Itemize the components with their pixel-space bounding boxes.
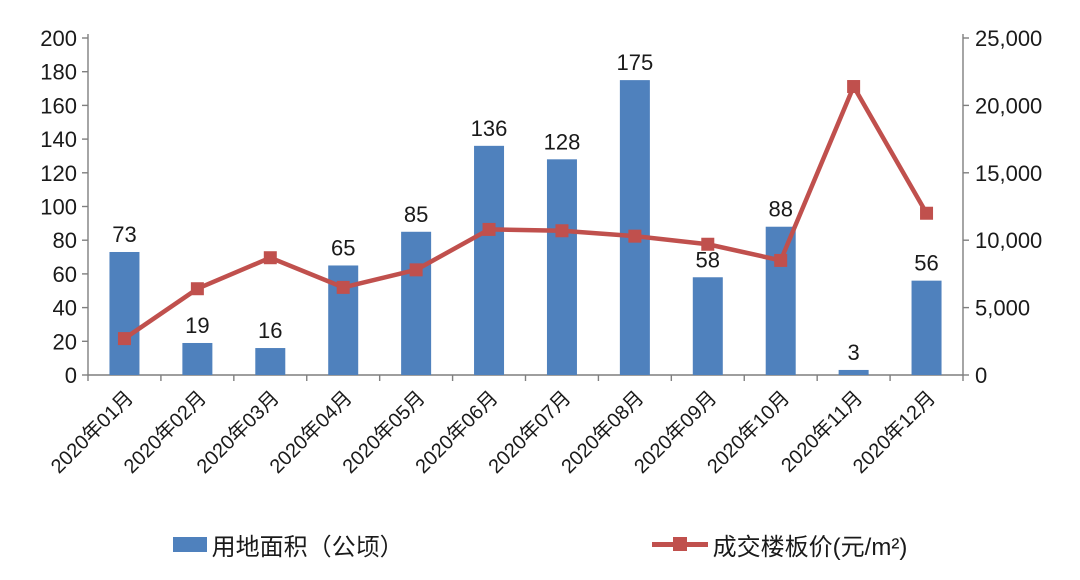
- line-marker-2020年08月: [628, 229, 642, 243]
- line-marker-2020年06月: [482, 222, 496, 236]
- price-line: [122, 84, 929, 341]
- bar-2020年06月: [474, 145, 505, 375]
- left-axis-tick-label: 120: [40, 161, 77, 186]
- bar-2020年07月: [546, 159, 577, 375]
- bar-2020年01月: [109, 251, 140, 375]
- right-axis-tick-label: 25,000: [975, 26, 1042, 51]
- legend-item-price: 成交楼板价(元/m²): [651, 527, 908, 562]
- line-marker-2020年09月: [701, 237, 715, 251]
- bar-data-label: 175: [617, 50, 654, 75]
- left-axis-tick-label: 60: [53, 262, 77, 287]
- bar-data-label: 3: [848, 340, 860, 365]
- left-axis-tick-label: 140: [40, 127, 77, 152]
- right-axis-tick-label: 5,000: [975, 296, 1030, 321]
- bar-2020年08月: [619, 80, 650, 375]
- line-marker-2020年04月: [336, 280, 350, 294]
- bar-data-label: 85: [404, 202, 428, 227]
- line-marker-2020年10月: [774, 253, 788, 267]
- bar-2020年10月: [765, 226, 796, 375]
- bar-series-swatch: [172, 536, 207, 552]
- line-marker-2020年12月: [920, 206, 934, 220]
- right-axis-tick-label: 20,000: [975, 93, 1042, 118]
- bar-2020年11月: [838, 369, 869, 375]
- bar-data-label: 88: [768, 197, 792, 222]
- bar-data-label: 16: [258, 318, 282, 343]
- bar-data-label: 73: [112, 222, 136, 247]
- left-axis-tick-label: 40: [53, 296, 77, 321]
- right-axis-tick-label: 0: [975, 363, 987, 388]
- bar-data-label: 19: [185, 313, 209, 338]
- line-marker-2020年11月: [847, 80, 861, 94]
- line-marker-2020年07月: [555, 224, 569, 238]
- legend-label-price: 成交楼板价(元/m²): [712, 533, 908, 561]
- combo-chart-plot: 0 20 40 60 80 100 120 140 160 180 200 0 5,000 10,000 1…: [40, 26, 1042, 478]
- bar-2020年02月: [182, 342, 213, 375]
- left-axis-tick-label: 100: [40, 195, 77, 220]
- legend-label-area: 用地面积（公顷）: [211, 533, 404, 561]
- left-axis-tick-label: 0: [65, 363, 77, 388]
- line-series-swatch: [651, 536, 708, 552]
- bar-data-label: 56: [914, 251, 938, 276]
- right-axis-tick-label: 10,000: [975, 228, 1042, 253]
- left-axis-tick-label: 180: [40, 60, 77, 85]
- bar-data-label: 136: [471, 116, 508, 141]
- line-marker-2020年01月: [117, 332, 131, 346]
- left-axis-tick-label: 20: [53, 329, 77, 354]
- bar-data-label: 128: [544, 129, 581, 154]
- line-marker-2020年05月: [409, 263, 423, 277]
- chart-legend: 用地面积（公顷） 成交楼板价(元/m²): [0, 512, 1080, 576]
- line-marker-2020年03月: [263, 251, 277, 265]
- bar-data-label: 58: [696, 247, 720, 272]
- bar-2020年09月: [692, 277, 723, 375]
- bar-2020年05月: [401, 231, 432, 375]
- left-axis-tick-label: 160: [40, 93, 77, 118]
- line-marker-2020年02月: [190, 282, 204, 296]
- bar-2020年03月: [255, 348, 286, 375]
- line-swatch-marker-icon: [672, 537, 687, 551]
- legend-item-area: 用地面积（公顷）: [172, 527, 404, 562]
- left-axis-tick-label: 80: [53, 228, 77, 253]
- left-axis-tick-label: 200: [40, 26, 77, 51]
- right-axis-tick-label: 15,000: [975, 161, 1042, 186]
- bar-data-label: 65: [331, 235, 355, 260]
- bar-2020年12月: [911, 280, 942, 375]
